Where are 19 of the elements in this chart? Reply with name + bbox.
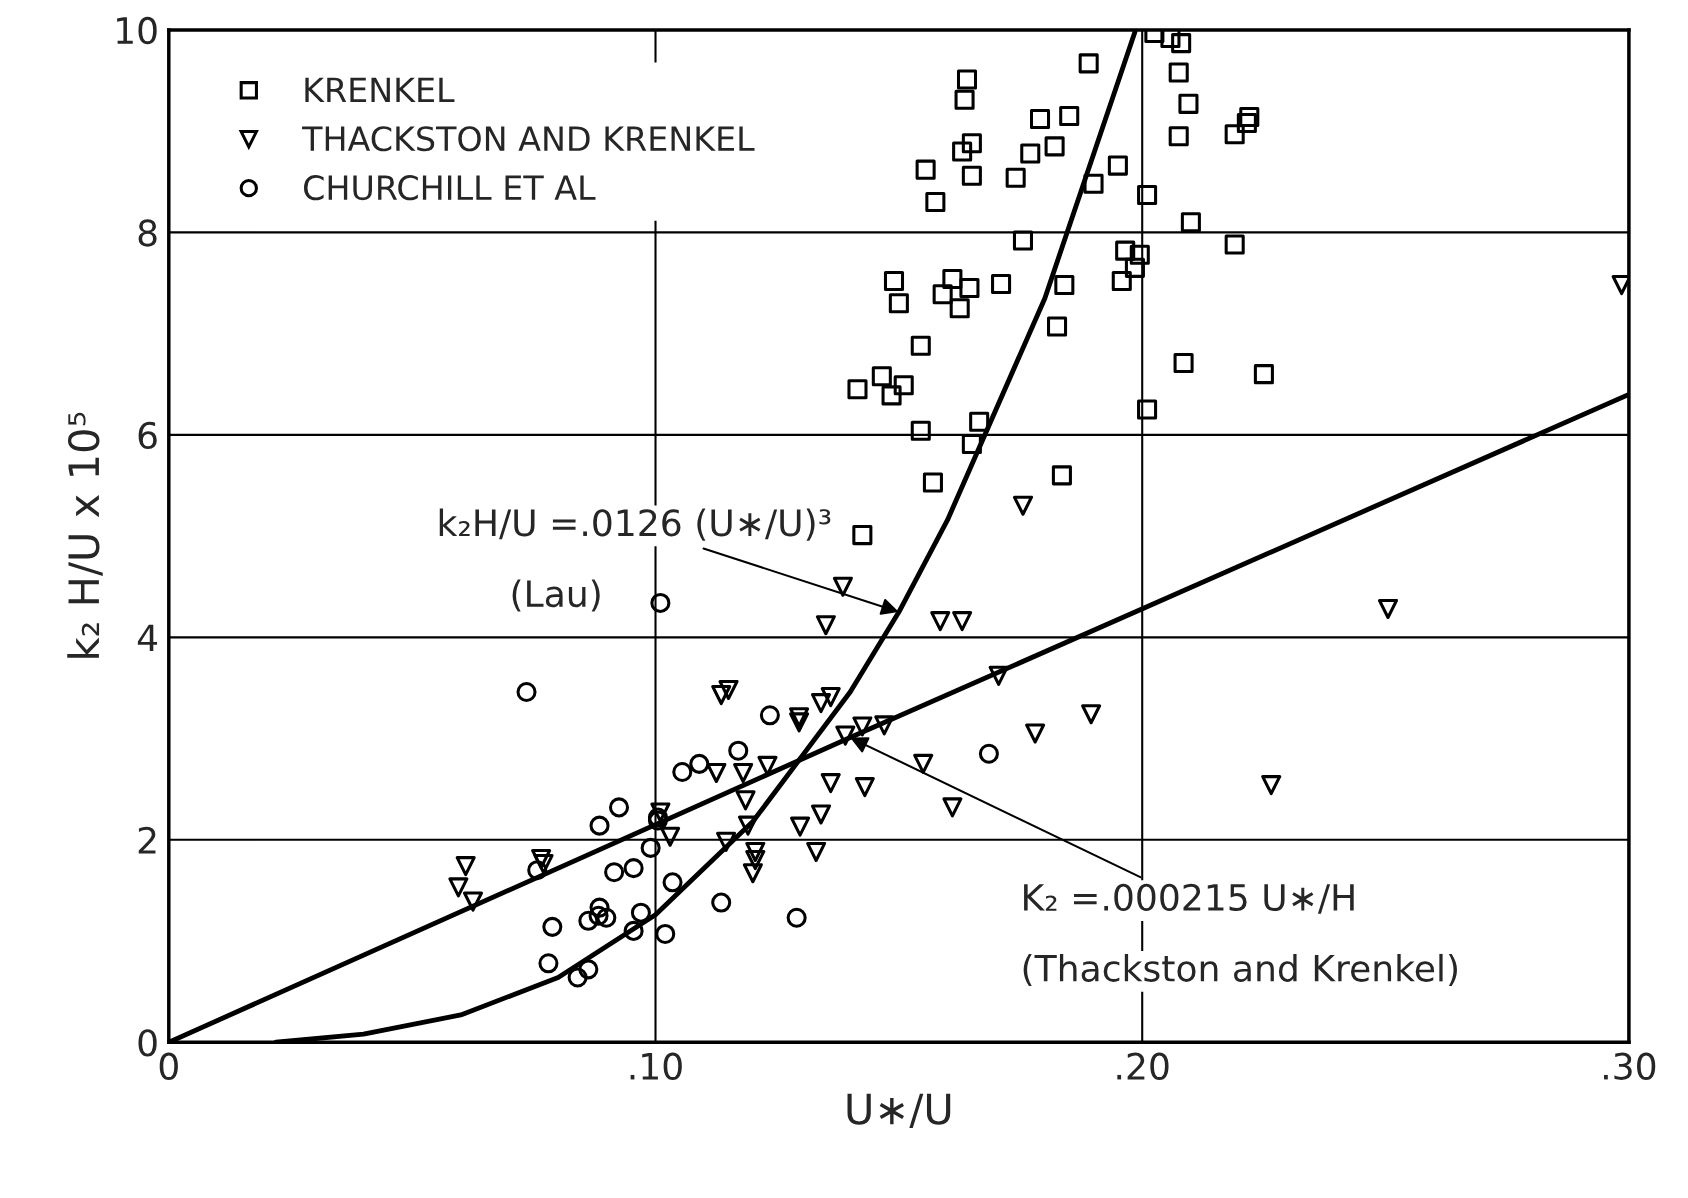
x-axis-title: U∗/U	[847, 1093, 951, 1129]
y-tick-label: 8	[138, 219, 157, 247]
legend-label: CHURCHILL ET AL	[304, 175, 596, 201]
annotation: k₂H/U =.0126 (U∗/U)³	[439, 508, 831, 541]
annotation: (Thackston and Krenkel)	[1023, 953, 1457, 987]
x-tick-label: .20	[1117, 1052, 1169, 1080]
y-axis-title: k₂ H/U x 10⁵	[67, 412, 103, 658]
legend-label: KRENKEL	[305, 77, 455, 102]
y-tick-label: 0	[138, 1029, 157, 1057]
annotation: (Lau)	[512, 579, 600, 612]
y-tick-label: 4	[137, 624, 158, 652]
x-tick-label: 0	[159, 1052, 178, 1080]
x-tick-label: .30	[1604, 1052, 1656, 1080]
x-tick-label: .10	[630, 1052, 682, 1080]
annotation: K₂ =.000215 U∗/H	[1024, 883, 1354, 914]
y-tick-label: 6	[138, 421, 157, 450]
y-tick-label: 2	[138, 826, 156, 854]
legend-label: THACKSTON AND KRENKEL	[302, 126, 755, 152]
y-tick-label: 10	[117, 16, 157, 45]
